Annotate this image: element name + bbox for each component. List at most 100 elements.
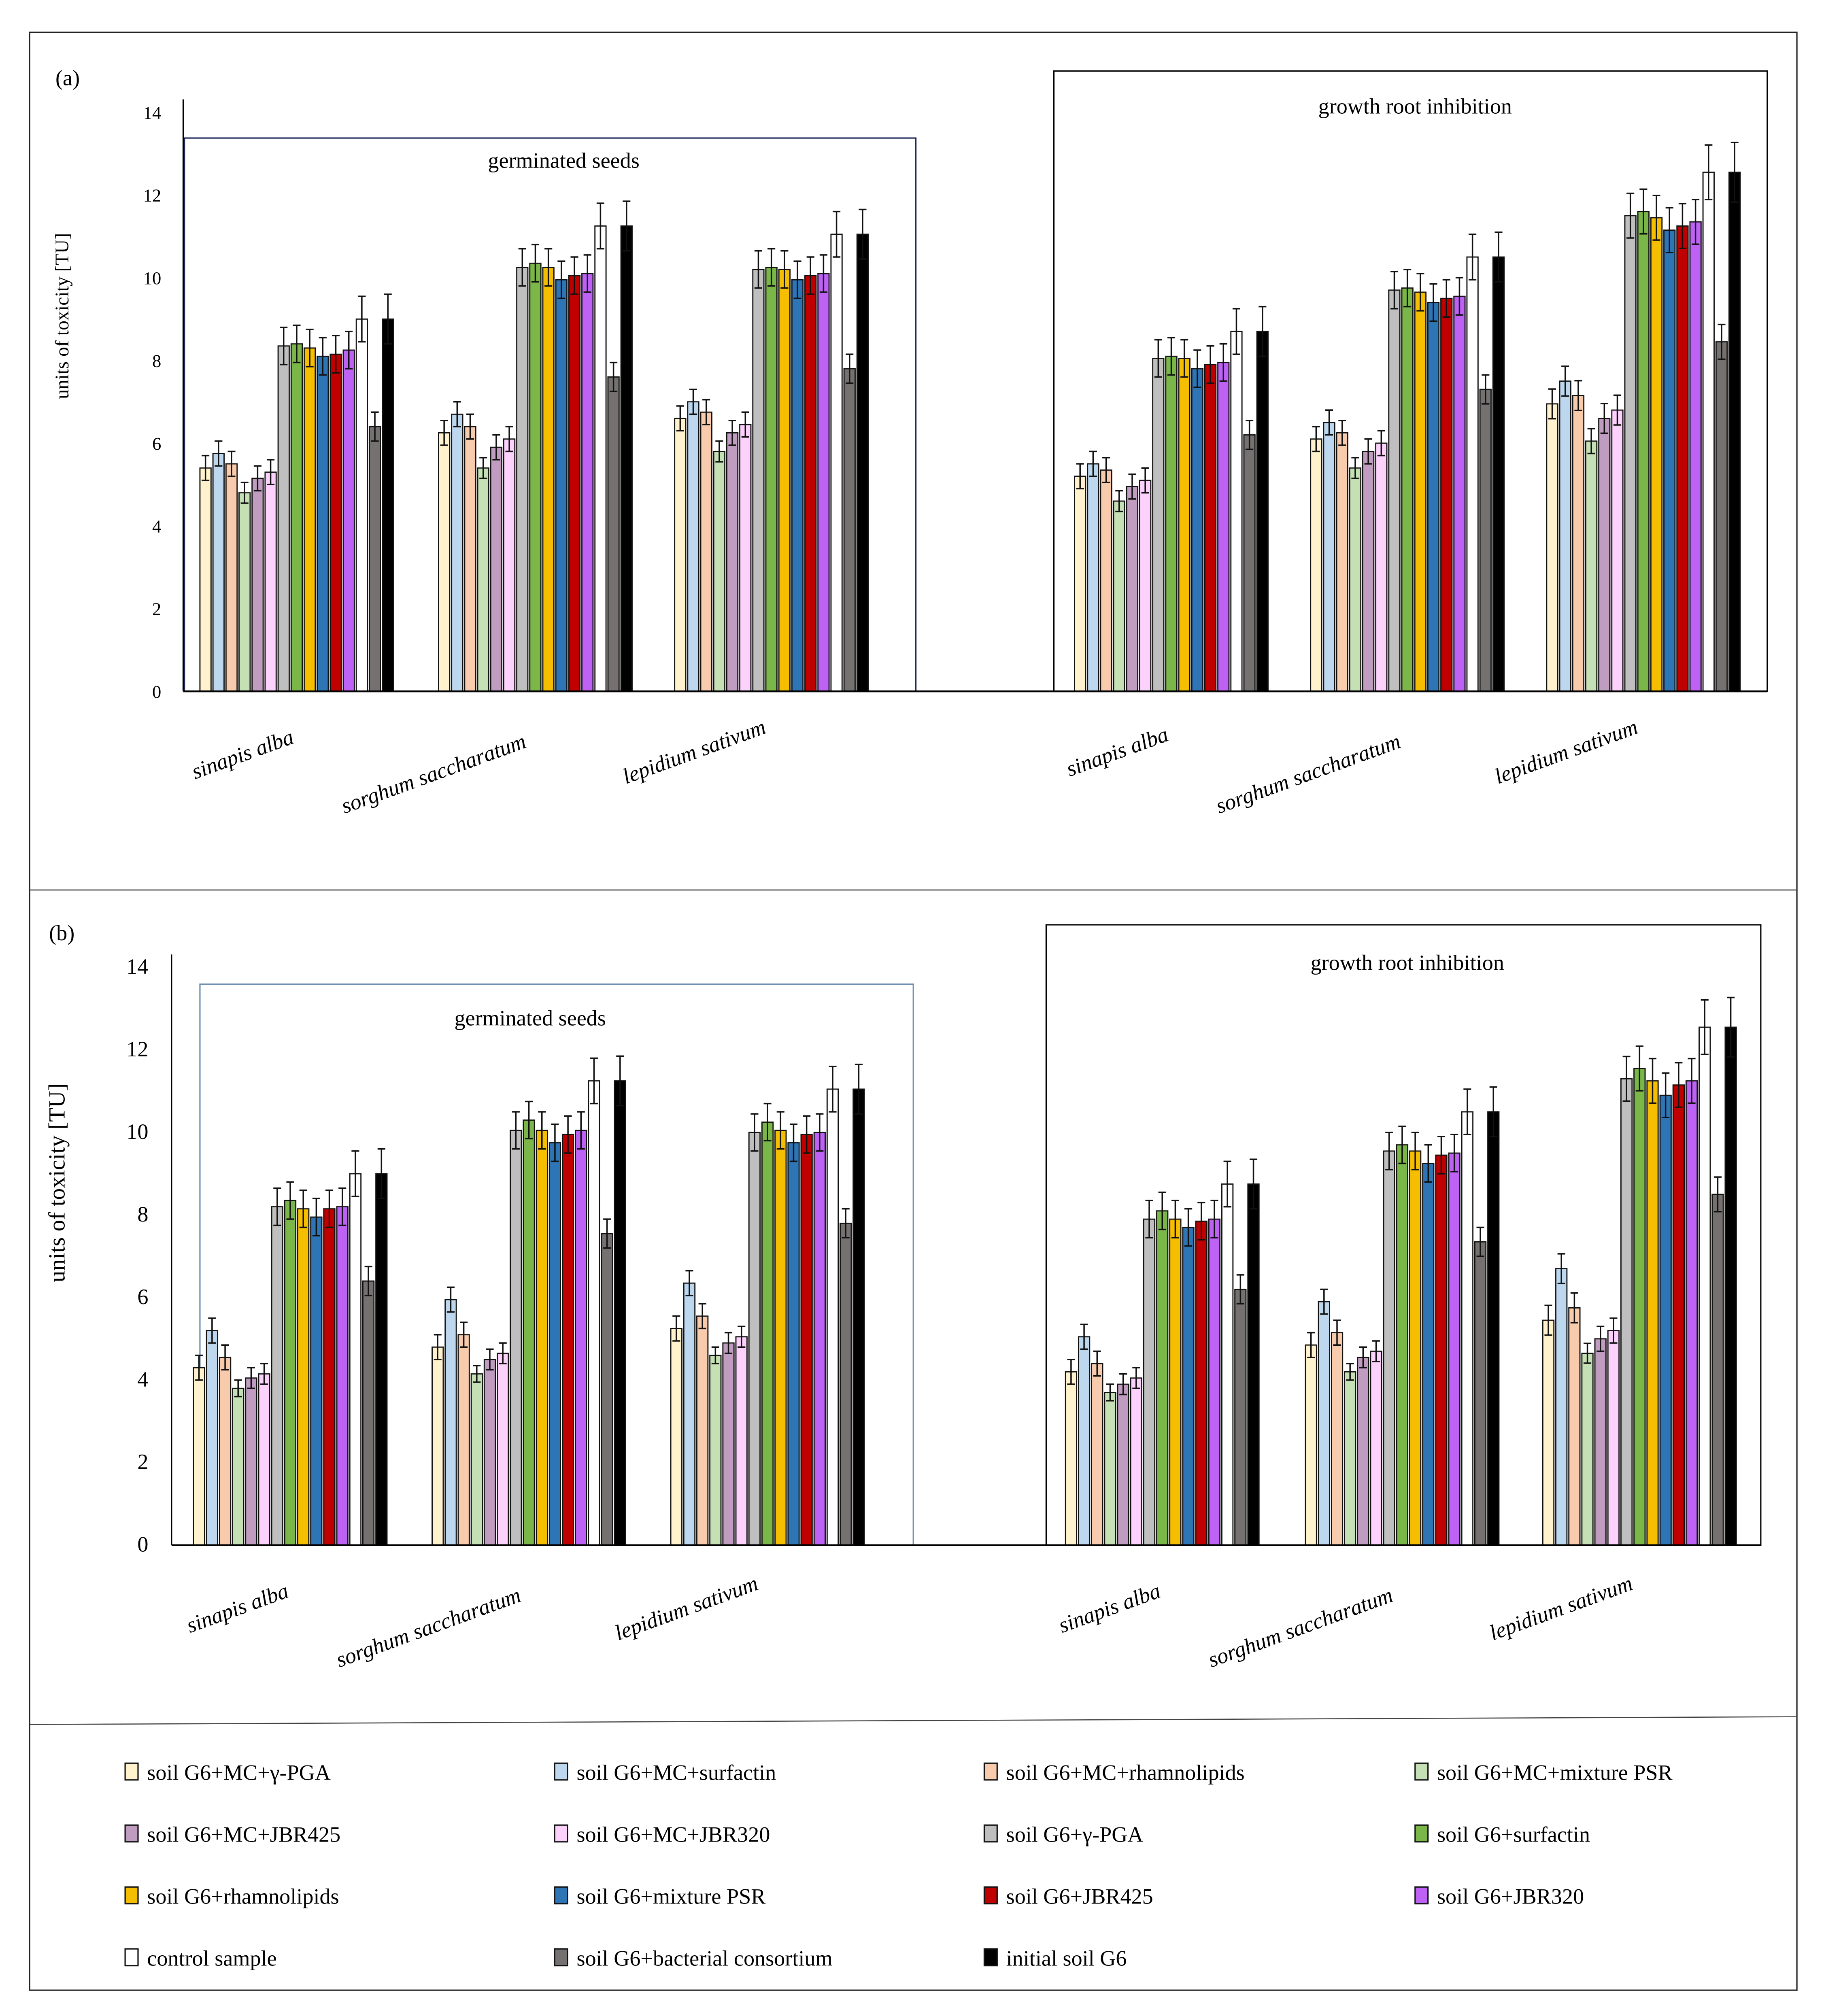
bar-11 xyxy=(1453,295,1466,692)
bar-11 xyxy=(817,273,830,692)
legend-item: soil G6+JBR320 xyxy=(1414,1884,1584,1909)
bar-6 xyxy=(752,269,765,692)
category-label: lepidium sativum xyxy=(1491,714,1641,788)
bar-12 xyxy=(1466,256,1479,692)
bar-8 xyxy=(542,267,555,692)
legend-label: soil G6+MC+JBR320 xyxy=(576,1823,770,1847)
bar-4 xyxy=(1126,486,1139,692)
bar-10 xyxy=(1195,1220,1207,1546)
bar-8 xyxy=(1409,1150,1422,1546)
bar-9 xyxy=(1659,1094,1672,1546)
bar-2 xyxy=(1572,395,1585,692)
y-tick-label: 6 xyxy=(152,433,161,454)
bar-13 xyxy=(1243,434,1256,692)
bar-11 xyxy=(1217,362,1230,692)
bar-10 xyxy=(568,275,581,692)
y-tick-label: 12 xyxy=(126,1037,148,1061)
bar-5 xyxy=(1139,480,1152,692)
bar-6 xyxy=(1388,289,1401,692)
bar-13 xyxy=(1479,389,1492,692)
bar-9 xyxy=(555,279,568,692)
legend-item: soil G6+MC+rhamnolipids xyxy=(983,1761,1245,1785)
bar-11 xyxy=(1685,1080,1698,1546)
legend-label: soil G6+MC+JBR425 xyxy=(147,1823,340,1847)
legend-label: control sample xyxy=(147,1946,276,1971)
legend-swatch xyxy=(554,1824,568,1843)
bar-2 xyxy=(1331,1332,1344,1546)
bar-5 xyxy=(264,472,277,692)
legend: soil G6+MC+γ-PGA soil G6+MC+surfactin soil… xyxy=(124,1761,1673,1971)
bar-14 xyxy=(382,318,394,692)
bar-8 xyxy=(778,269,791,692)
legend-item: soil G6+MC+JBR425 xyxy=(124,1823,340,1847)
bar-2 xyxy=(1336,432,1348,692)
bar-1 xyxy=(451,413,463,692)
bar-2 xyxy=(1568,1307,1581,1546)
y-tick-label: 0 xyxy=(137,1532,148,1557)
legend-label: soil G6+MC+γ-PGA xyxy=(147,1761,331,1785)
bar-3 xyxy=(232,1387,244,1546)
y-tick-label: 14 xyxy=(143,102,162,123)
bar-4 xyxy=(726,432,739,692)
panel-label: (a) xyxy=(55,66,80,90)
bar-4 xyxy=(490,446,503,692)
bar-14 xyxy=(1487,1111,1500,1546)
bar-9 xyxy=(791,279,804,692)
bar-14 xyxy=(614,1080,626,1546)
bar-10 xyxy=(804,275,817,692)
bar-5 xyxy=(497,1353,509,1546)
legend-label: soil G6+γ-PGA xyxy=(1006,1823,1144,1847)
bar-1 xyxy=(683,1282,696,1546)
legend-label: soil G6+surfactin xyxy=(1437,1823,1590,1847)
bar-14 xyxy=(1728,172,1741,692)
y-tick-label: 10 xyxy=(126,1120,148,1144)
bar-6 xyxy=(1143,1218,1156,1546)
legend-item: soil G6+MC+JBR320 xyxy=(554,1823,770,1847)
bar-4 xyxy=(483,1359,496,1546)
bar-9 xyxy=(310,1216,323,1546)
bar-5 xyxy=(739,424,752,692)
bar-4 xyxy=(1117,1383,1129,1546)
bar-9 xyxy=(1182,1227,1195,1546)
legend-label: soil G6+MC+mixture PSR xyxy=(1437,1761,1673,1785)
bar-5 xyxy=(1611,409,1624,692)
y-tick-label: 8 xyxy=(137,1202,148,1226)
legend-label: soil G6+MC+surfactin xyxy=(576,1761,776,1785)
bar-9 xyxy=(317,355,329,692)
bar-6 xyxy=(748,1132,761,1546)
legend-label: soil G6+bacterial consortium xyxy=(576,1946,832,1971)
category-label: sorghum saccharatum xyxy=(1205,1583,1396,1672)
bar-7 xyxy=(761,1122,774,1546)
bar-13 xyxy=(1715,341,1728,692)
bar-2 xyxy=(1091,1363,1103,1546)
bar-2 xyxy=(1100,469,1112,692)
bar-1 xyxy=(1323,422,1335,692)
bar-4 xyxy=(722,1342,735,1546)
y-tick-label: 10 xyxy=(143,268,162,288)
bar-3 xyxy=(709,1355,722,1546)
y-tick-label: 8 xyxy=(152,351,161,371)
bar-11 xyxy=(1448,1152,1460,1546)
bar-7 xyxy=(1165,355,1178,692)
y-tick-label: 4 xyxy=(152,516,161,536)
legend-item: control sample xyxy=(124,1946,277,1971)
bar-12 xyxy=(1461,1111,1474,1546)
bar-9 xyxy=(787,1142,800,1546)
bar-13 xyxy=(368,426,381,692)
bar-0 xyxy=(1546,403,1558,692)
bar-2 xyxy=(219,1357,232,1546)
bar-7 xyxy=(765,267,778,692)
bar-5 xyxy=(1607,1330,1620,1546)
bar-8 xyxy=(1646,1080,1659,1546)
category-label: sorghum saccharatum xyxy=(338,729,529,818)
bar-14 xyxy=(1247,1183,1260,1546)
y-axis-label: units of toxicity [TU] xyxy=(44,1083,70,1282)
bar-13 xyxy=(607,376,620,692)
bar-13 xyxy=(1711,1194,1724,1546)
bar-13 xyxy=(843,368,856,692)
legend-swatch xyxy=(124,1886,139,1905)
legend-swatch xyxy=(983,1762,998,1781)
bar-4 xyxy=(1362,450,1375,692)
bar-8 xyxy=(1178,358,1190,692)
